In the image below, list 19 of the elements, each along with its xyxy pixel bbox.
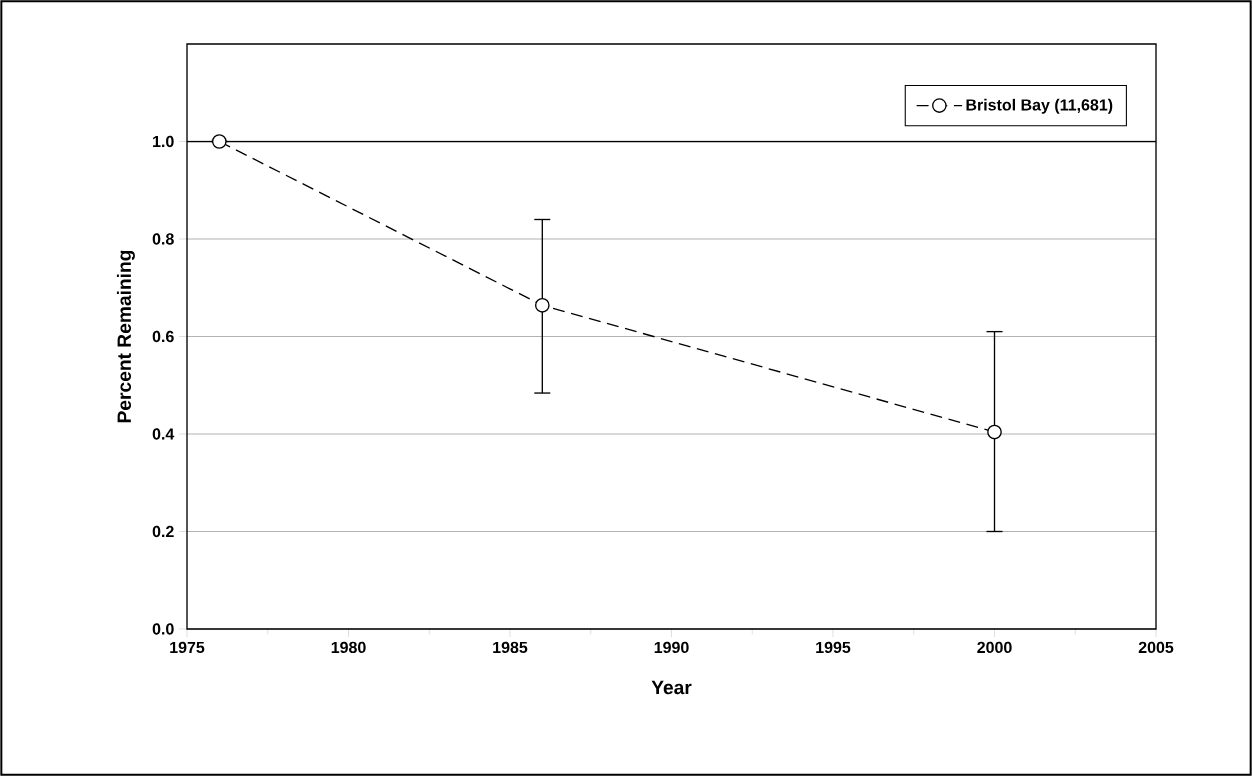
y-axis-title: Percent Remaining [116,250,135,423]
point [211,134,227,149]
point [987,424,1002,440]
legend-label: Bristol Bay (11,681) [966,98,1113,114]
y-tick-label: 0.0 [152,623,174,635]
y-tick-label: 0.2 [152,525,174,538]
x-tick-label: 1995 [816,641,851,654]
y-tick-label: 1.0 [153,135,174,148]
x-tick-label: 2005 [1138,641,1174,654]
x-tick-label: 2000 [977,641,1012,654]
x-axis-title: Year [651,680,692,695]
x-tick-label: 1985 [493,641,528,654]
x-tick-label: 1990 [654,641,689,654]
y-tick-label: 0.6 [152,330,174,343]
y-tick-label: 0.8 [152,233,174,245]
x-tick-label: 1975 [170,641,205,654]
x-tick-label: 1980 [331,641,366,654]
y-tick-label: 0.4 [152,428,175,440]
point [534,297,550,313]
